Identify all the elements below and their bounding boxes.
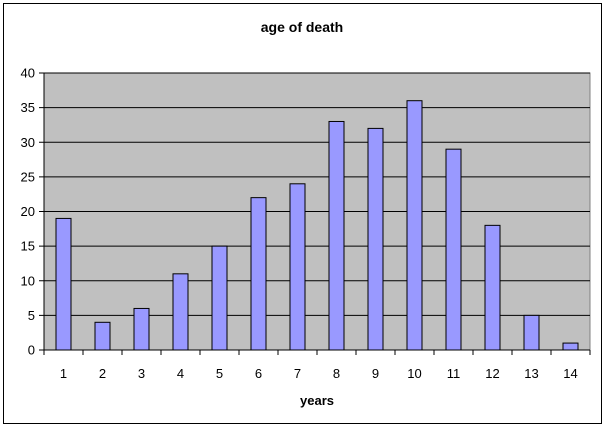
bar-8 — [328, 120, 345, 351]
y-axis-ticks: 0 5 10 15 20 25 30 35 40 — [21, 66, 44, 358]
bar-6 — [250, 197, 267, 351]
bar-3 — [133, 307, 150, 351]
y-tick-label: 35 — [21, 100, 35, 115]
gridlines — [44, 72, 590, 316]
bars — [55, 100, 579, 351]
x-tick-label: 10 — [407, 366, 421, 381]
x-tick-label: 13 — [524, 366, 538, 381]
x-tick-label: 1 — [60, 366, 67, 381]
x-axis-ticks: 1 2 3 4 5 6 7 8 9 10 11 12 13 14 — [43, 350, 591, 381]
x-tick-label: 3 — [138, 366, 145, 381]
x-tick-label: 8 — [333, 366, 340, 381]
y-tick-label: 40 — [21, 66, 35, 81]
bar-1 — [55, 217, 72, 351]
x-tick-label: 4 — [177, 366, 184, 381]
y-tick-label: 15 — [21, 239, 35, 254]
bar-9 — [367, 127, 384, 351]
x-tick-label: 14 — [563, 366, 577, 381]
bar-5 — [211, 245, 228, 351]
bar-11 — [445, 148, 462, 351]
x-tick-label: 5 — [216, 366, 223, 381]
y-tick-label: 5 — [28, 308, 35, 323]
x-tick-label: 6 — [255, 366, 262, 381]
bar-2 — [94, 321, 111, 351]
bar-10 — [406, 100, 423, 351]
y-tick-label: 25 — [21, 169, 35, 184]
bar-7 — [289, 183, 306, 351]
y-tick-label: 10 — [21, 273, 35, 288]
bar-14 — [562, 342, 579, 351]
y-tick-label: 20 — [21, 204, 35, 219]
y-tick-label: 30 — [21, 135, 35, 150]
x-tick-label: 7 — [294, 366, 301, 381]
bar-4 — [172, 273, 189, 351]
x-tick-label: 11 — [447, 366, 461, 381]
x-axis-label: years — [300, 393, 334, 408]
x-tick-label: 2 — [99, 366, 106, 381]
x-tick-label: 12 — [485, 366, 499, 381]
y-tick-label: 0 — [28, 343, 35, 358]
x-tick-label: 9 — [372, 366, 379, 381]
chart-title: age of death — [261, 19, 343, 35]
bar-13 — [523, 314, 540, 351]
bar-12 — [484, 224, 501, 351]
